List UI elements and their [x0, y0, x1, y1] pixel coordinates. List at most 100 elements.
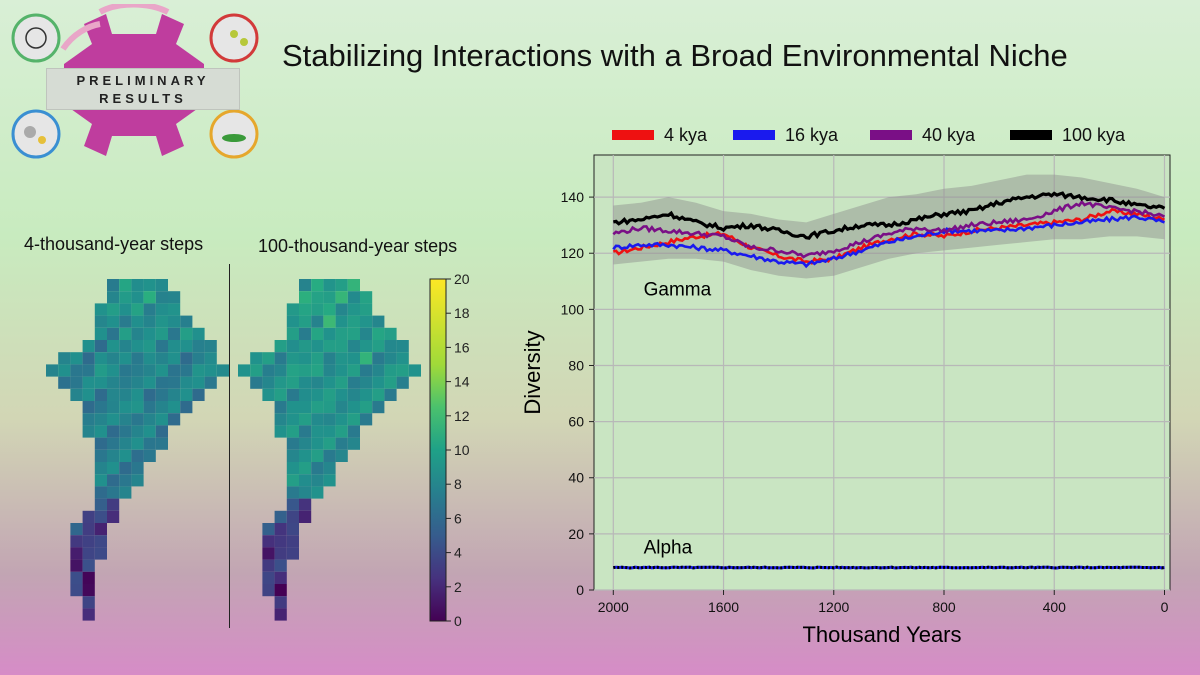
x-tick-label: 800: [932, 599, 956, 615]
map-cell: [180, 327, 193, 340]
map-cell: [143, 437, 156, 450]
map-cell: [168, 303, 181, 316]
map-cell: [94, 401, 107, 414]
map-cell: [155, 291, 168, 304]
map-cell: [70, 352, 83, 365]
map-cell: [107, 510, 120, 523]
map-cell: [192, 376, 205, 389]
map-cell: [131, 303, 144, 316]
map-cell: [323, 315, 336, 328]
map-cell: [274, 425, 287, 438]
map-cell: [274, 596, 287, 609]
map-cell: [286, 510, 299, 523]
map-cell: [131, 352, 144, 365]
map-cell: [82, 571, 95, 584]
map-cell: [299, 449, 312, 462]
badge-line1: PRELIMINARY: [76, 73, 210, 88]
map-cell: [70, 559, 83, 572]
map-cell: [168, 291, 181, 304]
map-cell: [155, 364, 168, 377]
x-axis-label: Thousand Years: [802, 622, 961, 647]
map-cell: [286, 486, 299, 499]
map-cell: [119, 291, 132, 304]
map-cell: [347, 291, 360, 304]
map-cell: [286, 498, 299, 511]
map-cell: [107, 352, 120, 365]
map-cell: [131, 413, 144, 426]
map-cell: [299, 315, 312, 328]
map-cell: [107, 425, 120, 438]
preliminary-results-badge: PRELIMINARY RESULTS: [46, 68, 240, 110]
map-cell: [360, 340, 373, 353]
map-cell: [131, 327, 144, 340]
map-cell: [335, 303, 348, 316]
legend-swatch: [870, 130, 912, 140]
map-cell: [168, 364, 181, 377]
map-cell: [311, 291, 324, 304]
map-cell: [131, 401, 144, 414]
map-cell: [70, 388, 83, 401]
map-cell: [396, 364, 409, 377]
legend-swatch: [612, 130, 654, 140]
map-cell: [323, 437, 336, 450]
map-cell: [347, 303, 360, 316]
map-cell: [94, 352, 107, 365]
map-cell: [323, 425, 336, 438]
map-cell: [347, 340, 360, 353]
map-cell: [384, 376, 397, 389]
map-cell: [323, 327, 336, 340]
map-cell: [168, 315, 181, 328]
y-tick-label: 80: [568, 357, 584, 373]
map-cell: [131, 340, 144, 353]
map-cell: [131, 462, 144, 475]
map-cell: [311, 401, 324, 414]
map-cell: [311, 327, 324, 340]
y-tick-label: 140: [561, 189, 585, 205]
map-cell: [94, 437, 107, 450]
colorbar-tick-label: 4: [454, 545, 462, 561]
map-cell: [286, 547, 299, 560]
map-cell: [94, 364, 107, 377]
map-cell: [107, 376, 120, 389]
map-cell: [82, 596, 95, 609]
map-cell: [192, 352, 205, 365]
map-cell: [94, 303, 107, 316]
map-cell: [335, 364, 348, 377]
map-cell: [396, 340, 409, 353]
map-cell: [360, 315, 373, 328]
map-cell: [143, 327, 156, 340]
map-cell: [131, 388, 144, 401]
map-cell: [286, 303, 299, 316]
map-cell: [107, 279, 120, 292]
map-cell: [94, 462, 107, 475]
map-cell: [180, 401, 193, 414]
map-cell: [155, 279, 168, 292]
map-cell: [347, 352, 360, 365]
map-cell: [107, 486, 120, 499]
map-cell: [286, 413, 299, 426]
map-cell: [107, 364, 120, 377]
map-cell: [262, 523, 275, 536]
map-cell: [107, 291, 120, 304]
map-cell: [384, 327, 397, 340]
map-cell: [143, 291, 156, 304]
map-cell: [107, 303, 120, 316]
x-tick-label: 2000: [598, 599, 629, 615]
map-cell: [311, 340, 324, 353]
map-cell: [143, 388, 156, 401]
map-cell: [180, 364, 193, 377]
map-cell: [335, 340, 348, 353]
map-cell: [94, 474, 107, 487]
map-cell: [311, 279, 324, 292]
map-cell: [274, 584, 287, 597]
map-cell: [347, 401, 360, 414]
map-cell: [396, 376, 409, 389]
map-cell: [299, 437, 312, 450]
colorbar-tick-label: 8: [454, 476, 462, 492]
map-cell: [107, 413, 120, 426]
map-cell: [347, 364, 360, 377]
map-cell: [119, 352, 132, 365]
map-cell: [335, 388, 348, 401]
map-cell: [335, 291, 348, 304]
map-cell: [180, 388, 193, 401]
